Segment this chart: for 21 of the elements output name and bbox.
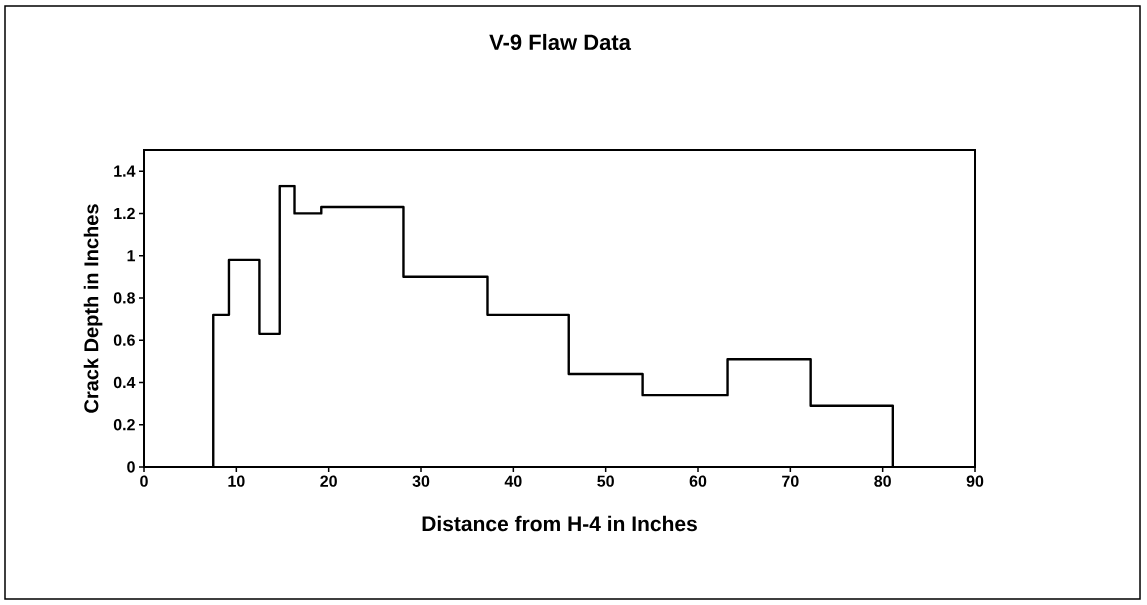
y-tick-label: 1.2 [114,207,135,219]
x-tick-label: 50 [597,475,614,487]
y-tick-label: 1.4 [114,165,136,177]
chart-title: V-9 Flaw Data [489,33,632,51]
y-tick-label: 0.6 [113,334,135,346]
x-tick-label: 10 [228,475,245,487]
x-tick-label: 0 [140,475,148,487]
x-tick-label: 60 [689,475,707,487]
y-tick-label: 1 [127,250,136,262]
x-tick-label: 80 [874,475,891,487]
x-tick-label: 20 [320,475,337,487]
y-tick-label: 0 [127,461,135,473]
y-axis-title: Crack Depth in Inches [83,204,103,413]
y-tick-label: 0.2 [113,419,135,431]
x-tick-label: 90 [966,475,984,487]
y-tick-label: 0.4 [113,376,136,389]
x-tick-label: 40 [504,475,522,487]
y-tick-label: 0.8 [113,292,135,304]
x-tick-label: 70 [782,475,799,487]
x-tick-label: 30 [412,475,430,487]
x-axis-title: Distance from H-4 in Inches [422,515,697,532]
